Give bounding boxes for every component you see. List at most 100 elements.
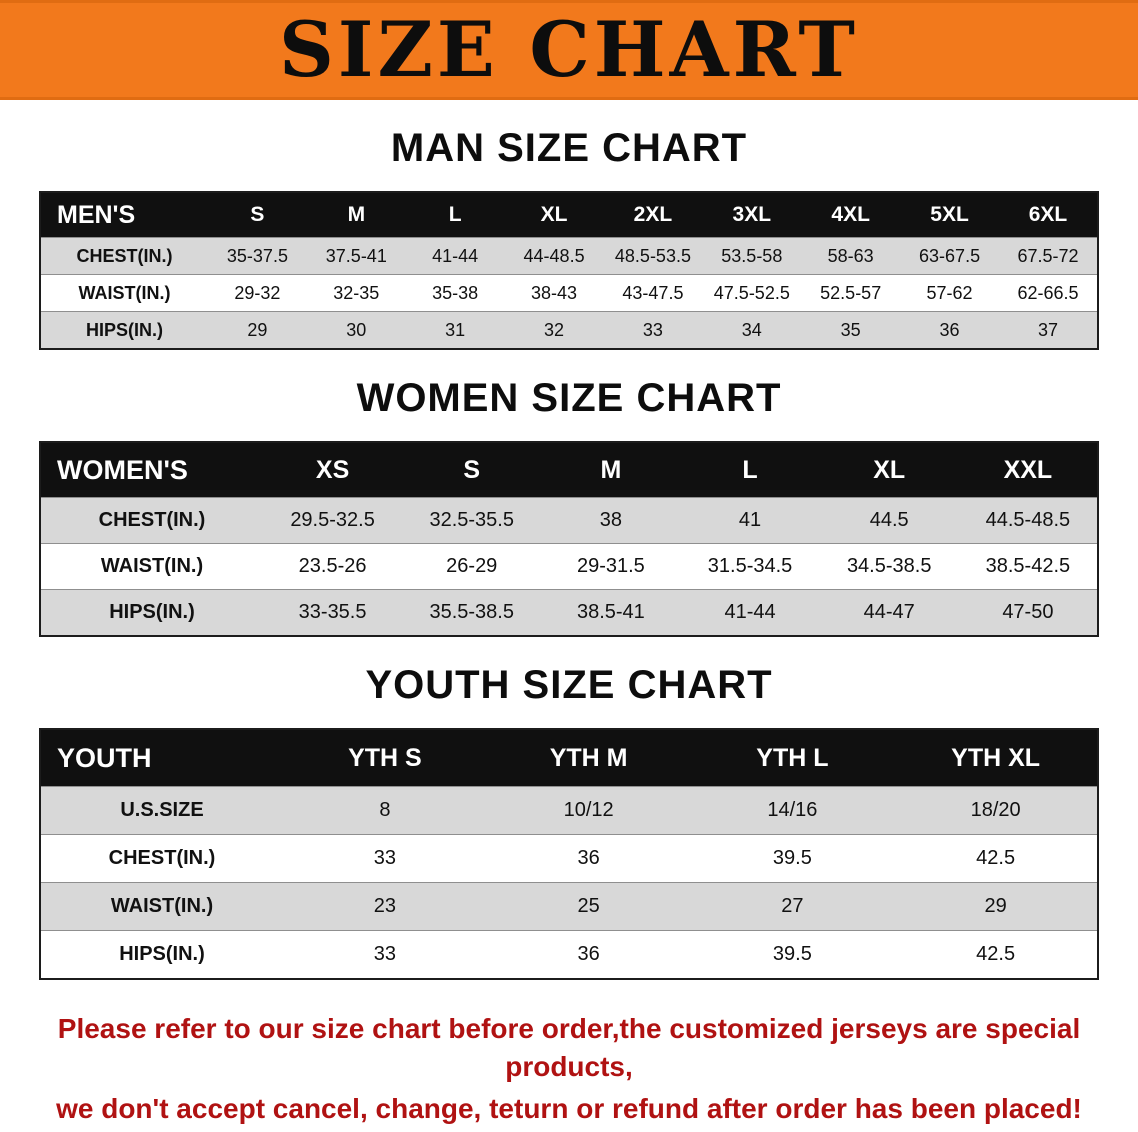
row-label: HIPS(IN.) — [40, 930, 283, 979]
table-cell: 52.5-57 — [801, 274, 901, 312]
column-header: YTH S — [283, 729, 487, 787]
banner: SIZE CHART — [0, 0, 1138, 100]
column-header: XXL — [958, 442, 1098, 498]
column-header: S — [208, 192, 307, 238]
table-cell: 35.5-38.5 — [402, 589, 542, 636]
table-cell: 18/20 — [894, 786, 1098, 835]
row-label: WAIST(IN.) — [40, 543, 263, 590]
column-header: 2XL — [603, 192, 703, 238]
column-header: 4XL — [801, 192, 901, 238]
table-cell: 33 — [283, 930, 487, 979]
women-size-section: WOMEN SIZE CHART WOMEN'S XS S M L XL XXL CHEST(… — [0, 376, 1138, 637]
table-cell: 38-43 — [504, 274, 604, 312]
table-cell: 25 — [486, 882, 691, 931]
table-cell: 33-35.5 — [263, 589, 403, 636]
table-cell: 36 — [486, 834, 691, 883]
table-row: CHEST(IN.) 33 36 39.5 42.5 — [40, 834, 1098, 883]
table-cell: 53.5-58 — [702, 237, 802, 275]
column-header: L — [405, 192, 505, 238]
table-row: CHEST(IN.) 35-37.5 37.5-41 41-44 44-48.5 48.5… — [40, 237, 1098, 275]
table-cell: 39.5 — [690, 834, 895, 883]
table-cell: 41 — [680, 497, 820, 544]
column-header: 3XL — [702, 192, 802, 238]
table-row: CHEST(IN.) 29.5-32.5 32.5-35.5 38 41 44.5 44.5… — [40, 497, 1098, 544]
table-cell: 37 — [999, 311, 1098, 349]
table-cell: 31.5-34.5 — [680, 543, 820, 590]
youth-size-section: YOUTH SIZE CHART YOUTH YTH S YTH M YTH L YTH… — [0, 663, 1138, 980]
women-size-table: WOMEN'S XS S M L XL XXL CHEST(IN.) 29.5-32.5 32.5… — [39, 441, 1099, 637]
column-header: XL — [819, 442, 959, 498]
page-title: SIZE CHART — [279, 5, 859, 94]
table-cell: 27 — [690, 882, 895, 931]
column-header: L — [680, 442, 820, 498]
table-cell: 38.5-41 — [541, 589, 681, 636]
table-cell: 62-66.5 — [999, 274, 1098, 312]
table-cell: 32 — [504, 311, 604, 349]
table-cell: 29-31.5 — [541, 543, 681, 590]
row-label: CHEST(IN.) — [40, 834, 283, 883]
table-cell: 35-38 — [405, 274, 505, 312]
women-chart-title: WOMEN SIZE CHART — [356, 376, 782, 420]
table-cell: 37.5-41 — [306, 237, 406, 275]
table-cell: 29 — [208, 311, 307, 349]
header-row: WOMEN'S XS S M L XL XXL — [40, 442, 1098, 498]
table-cell: 34.5-38.5 — [819, 543, 959, 590]
table-cell: 44.5-48.5 — [958, 497, 1098, 544]
table-cell: 33 — [283, 834, 487, 883]
youth-size-table: YOUTH YTH S YTH M YTH L YTH XL U.S.SIZE 8 10/12… — [39, 728, 1099, 980]
table-cell: 63-67.5 — [900, 237, 999, 275]
header-row: MEN'S S M L XL 2XL 3XL 4XL 5XL 6XL — [40, 192, 1098, 238]
row-label: HIPS(IN.) — [40, 589, 263, 636]
table-cell: 41-44 — [405, 237, 505, 275]
table-cell: 36 — [486, 930, 691, 979]
disclaimer-line-2: we don't accept cancel, change, teturn o… — [56, 1092, 1082, 1124]
table-cell: 39.5 — [690, 930, 895, 979]
table-corner-label: WOMEN'S — [40, 442, 263, 498]
table-cell: 23.5-26 — [263, 543, 403, 590]
table-row: U.S.SIZE 8 10/12 14/16 18/20 — [40, 786, 1098, 835]
table-cell: 38 — [541, 497, 681, 544]
table-cell: 29 — [894, 882, 1098, 931]
table-row: HIPS(IN.) 33-35.5 35.5-38.5 38.5-41 41-44 44-… — [40, 589, 1098, 636]
table-cell: 44.5 — [819, 497, 959, 544]
table-cell: 34 — [702, 311, 802, 349]
column-header: YTH XL — [894, 729, 1098, 787]
column-header: XS — [263, 442, 403, 498]
table-cell: 47-50 — [958, 589, 1098, 636]
table-row: WAIST(IN.) 23.5-26 26-29 29-31.5 31.5-34.5 34… — [40, 543, 1098, 590]
column-header: S — [402, 442, 542, 498]
table-cell: 58-63 — [801, 237, 901, 275]
men-size-table: MEN'S S M L XL 2XL 3XL 4XL 5XL 6XL CHEST(IN.) 35-37… — [39, 191, 1099, 350]
column-header: YTH M — [486, 729, 691, 787]
disclaimer: Please refer to our size chart before or… — [14, 1010, 1124, 1127]
table-cell: 8 — [283, 786, 487, 835]
table-cell: 31 — [405, 311, 505, 349]
column-header: YTH L — [690, 729, 895, 787]
row-label: U.S.SIZE — [40, 786, 283, 835]
table-cell: 10/12 — [486, 786, 691, 835]
table-cell: 41-44 — [680, 589, 820, 636]
row-label: CHEST(IN.) — [40, 497, 263, 544]
table-cell: 26-29 — [402, 543, 542, 590]
table-cell: 29.5-32.5 — [263, 497, 403, 544]
table-corner-label: MEN'S — [40, 192, 208, 238]
row-label: HIPS(IN.) — [40, 311, 208, 349]
table-cell: 23 — [283, 882, 487, 931]
column-header: 5XL — [900, 192, 999, 238]
table-cell: 30 — [306, 311, 406, 349]
table-cell: 67.5-72 — [999, 237, 1098, 275]
row-label: CHEST(IN.) — [40, 237, 208, 275]
table-corner-label: YOUTH — [40, 729, 283, 787]
men-size-section: MAN SIZE CHART MEN'S S M L XL 2XL 3XL 4XL 5XL 6XL… — [0, 126, 1138, 350]
table-row: HIPS(IN.) 29 30 31 32 33 34 35 36 37 — [40, 311, 1098, 349]
table-cell: 47.5-52.5 — [702, 274, 802, 312]
men-chart-title: MAN SIZE CHART — [390, 126, 748, 170]
disclaimer-line-1: Please refer to our size chart before or… — [57, 1013, 1081, 1082]
table-cell: 35-37.5 — [208, 237, 307, 275]
column-header: M — [306, 192, 406, 238]
table-cell: 29-32 — [208, 274, 307, 312]
column-header: XL — [504, 192, 604, 238]
table-cell: 32-35 — [306, 274, 406, 312]
table-row: WAIST(IN.) 23 25 27 29 — [40, 882, 1098, 931]
